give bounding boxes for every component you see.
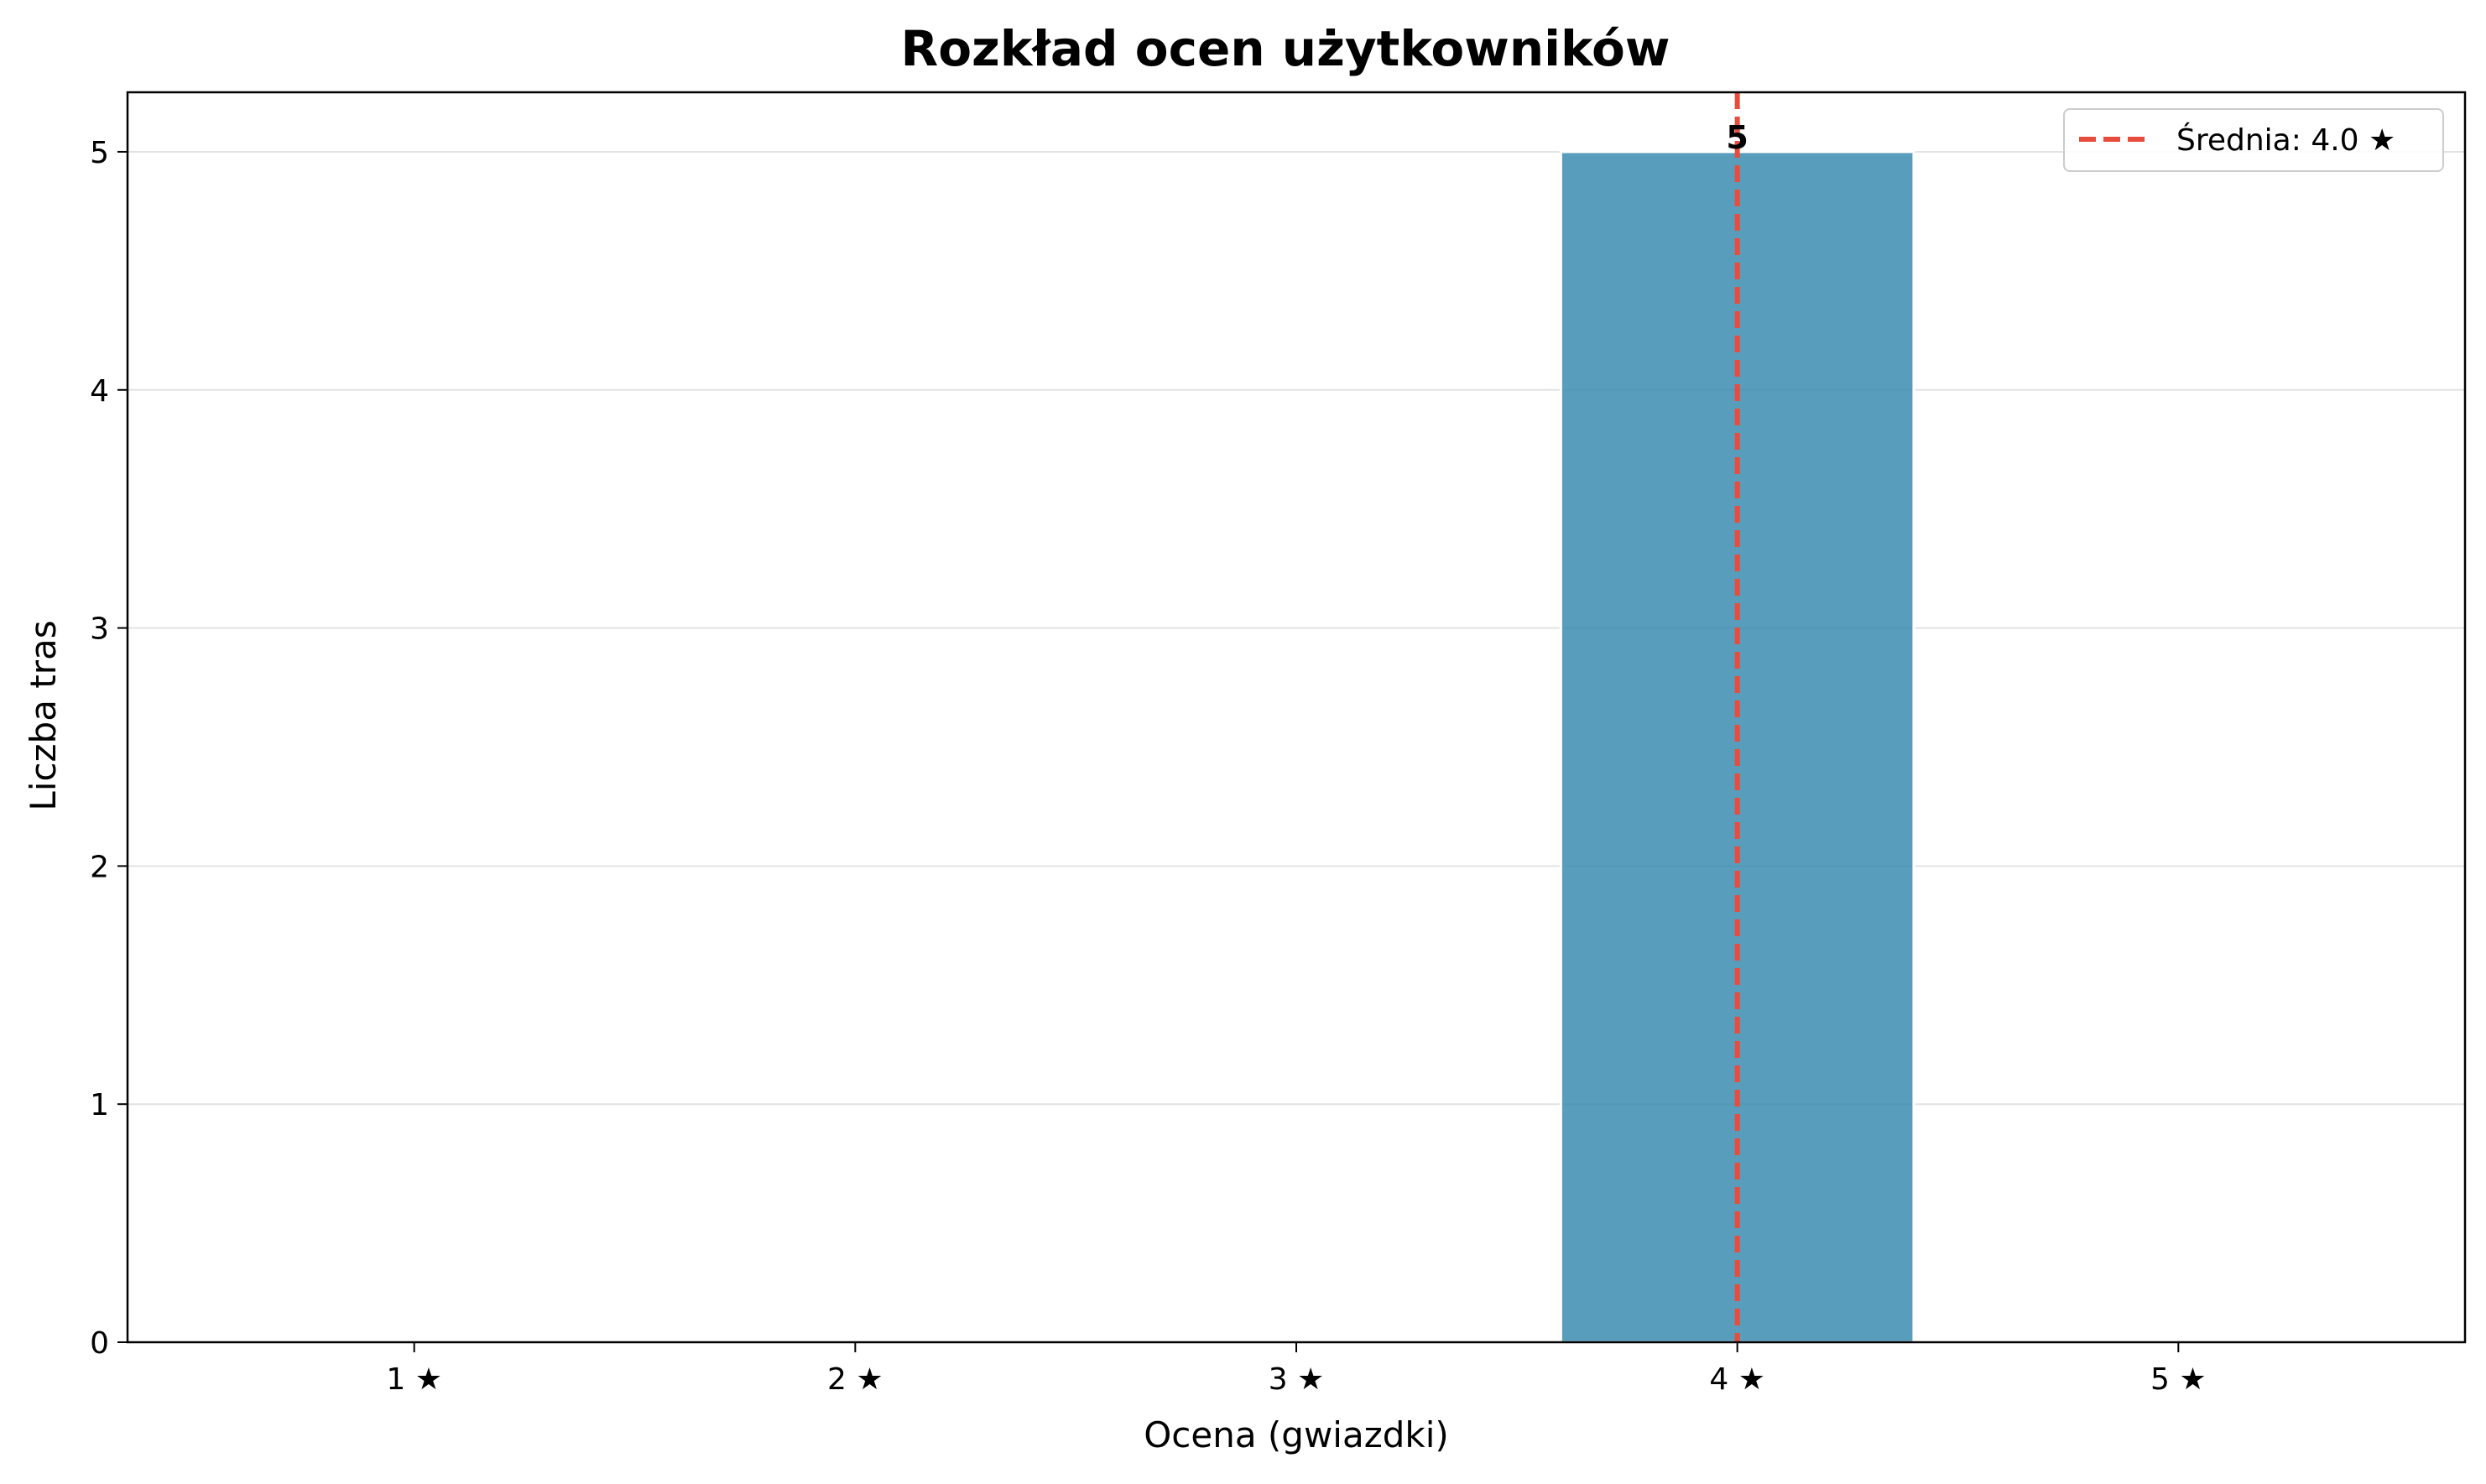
chart-title: Rozkład ocen użytkowników bbox=[901, 20, 1670, 77]
y-tick-label: 3 bbox=[90, 612, 109, 647]
y-tick-label: 1 bbox=[90, 1088, 109, 1122]
data-labels: 5 bbox=[1726, 119, 1748, 156]
x-axis-ticks: 1 ★ 2 ★ 3 ★ 4 ★ 5 ★ bbox=[386, 1342, 2207, 1397]
x-tick-label: 2 ★ bbox=[827, 1362, 883, 1397]
y-tick-label: 4 bbox=[90, 374, 109, 409]
legend-label-mean: Średnia: 4.0 ★ bbox=[2176, 122, 2395, 158]
bar-data-label: 5 bbox=[1726, 119, 1748, 156]
legend-box bbox=[2063, 108, 2444, 172]
legend: Średnia: 4.0 ★ bbox=[2063, 108, 2444, 172]
y-axis-ticks: 0 1 2 3 4 5 bbox=[90, 136, 128, 1361]
grid-lines bbox=[128, 150, 2465, 1106]
y-tick-label: 0 bbox=[90, 1326, 109, 1361]
y-tick-label: 5 bbox=[90, 136, 109, 170]
y-axis-label: Liczba tras bbox=[23, 620, 64, 810]
x-tick-label: 4 ★ bbox=[1709, 1362, 1765, 1397]
x-tick-label: 1 ★ bbox=[386, 1362, 442, 1397]
y-tick-label: 2 bbox=[90, 850, 109, 884]
x-tick-label: 5 ★ bbox=[2150, 1362, 2207, 1397]
x-tick-label: 3 ★ bbox=[1269, 1362, 1325, 1397]
x-axis-label: Ocena (gwiazdki) bbox=[1144, 1414, 1449, 1455]
